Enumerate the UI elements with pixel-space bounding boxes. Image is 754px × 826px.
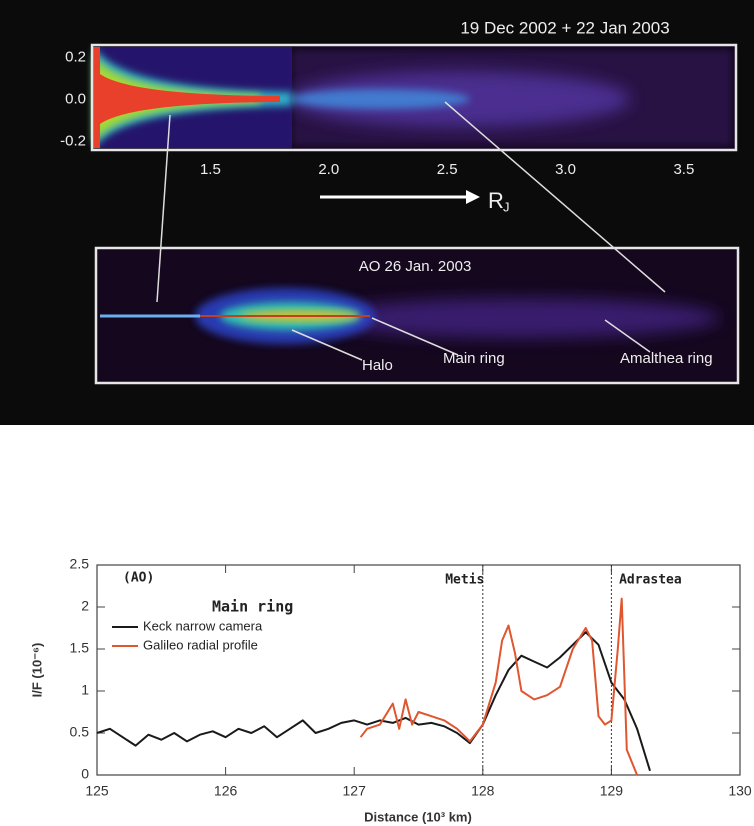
y-tick-label: -0.2	[60, 133, 86, 150]
series-line	[96, 631, 651, 772]
chart-title: Main ring	[212, 598, 293, 616]
inset-title: AO 26 Jan. 2003	[359, 258, 472, 275]
x-tick-label: 126	[214, 783, 238, 799]
y-tick-label: 1	[81, 682, 89, 698]
reference-label: Metis	[445, 573, 484, 588]
y-tick-label: 0.0	[65, 91, 86, 108]
y-tick-label: 2	[81, 598, 89, 614]
y-tick-label: 0.5	[70, 724, 90, 740]
ring-image	[90, 43, 738, 204]
series-line	[359, 597, 639, 776]
y-tick-label: 0	[81, 766, 89, 782]
y-tick-label: 0.2	[65, 49, 86, 66]
image-title: 19 Dec 2002 + 22 Jan 2003	[460, 18, 669, 37]
y-axis-title: I/F (10⁻⁶)	[29, 643, 44, 698]
panel-label: (AO)	[123, 571, 154, 586]
reference-label: Adrastea	[619, 573, 682, 588]
x-tick-label: 2.0	[318, 161, 339, 178]
x-tick-label: 128	[471, 783, 495, 799]
legend-label: Galileo radial profile	[143, 637, 258, 652]
x-tick-label: 3.0	[555, 161, 576, 178]
annotation: Main ring	[443, 350, 505, 367]
annotation: Amalthea ring	[620, 350, 713, 367]
annotation: Halo	[362, 357, 393, 374]
inset-image	[94, 101, 740, 385]
x-axis-label-sub: J	[503, 199, 510, 214]
x-tick-label: 2.5	[437, 161, 458, 178]
y-tick-label: 1.5	[70, 640, 90, 656]
y-tick-label: 2.5	[70, 556, 90, 572]
legend-label: Keck narrow camera	[143, 618, 263, 633]
x-tick-label: 129	[600, 783, 624, 799]
x-tick-label: 3.5	[673, 161, 694, 178]
x-axis-title: Distance (10³ km)	[364, 809, 472, 824]
plot-frame	[96, 564, 741, 776]
x-tick-label: 130	[728, 783, 752, 799]
x-tick-label: 1.5	[200, 161, 221, 178]
x-tick-label: 125	[85, 783, 109, 799]
x-tick-label: 127	[343, 783, 367, 799]
x-axis-label: R	[488, 188, 504, 213]
